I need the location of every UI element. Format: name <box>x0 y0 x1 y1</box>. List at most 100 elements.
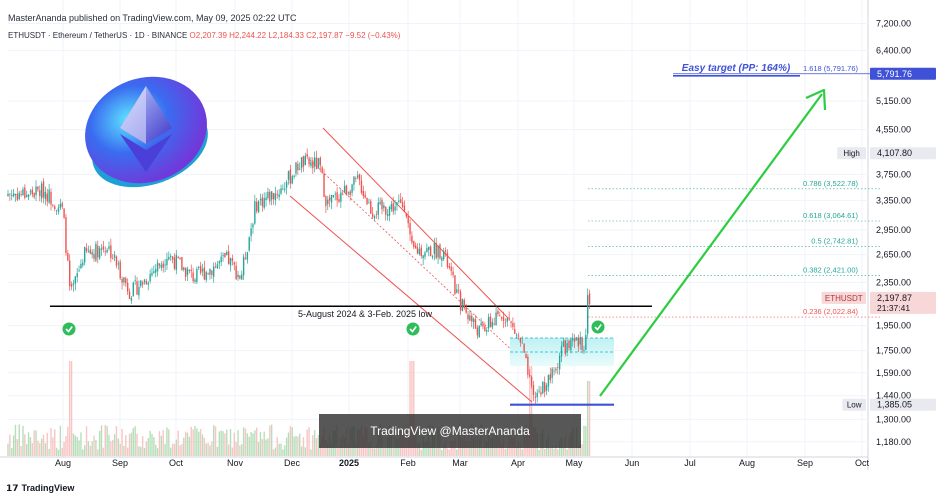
volume-bar <box>261 439 264 456</box>
volume-bar <box>143 447 146 456</box>
candle-body <box>69 260 71 287</box>
candle-body <box>194 279 196 282</box>
volume-bar <box>373 448 376 456</box>
check-icon <box>591 320 605 334</box>
candle-body <box>33 193 35 198</box>
volume-bar <box>194 426 196 456</box>
candle-body <box>358 174 361 180</box>
candle-body <box>282 188 284 190</box>
candle-body <box>543 382 546 392</box>
candle-body <box>446 252 449 268</box>
candle-body <box>199 265 202 273</box>
candle-body <box>192 272 194 282</box>
change-value: −9.52 (−0.43%) <box>345 31 401 40</box>
volume-bar <box>482 446 484 456</box>
price-tick-label: 1,300.00 <box>876 414 911 424</box>
candle-body <box>198 267 200 269</box>
candle-body <box>452 271 454 275</box>
candle-body <box>263 198 265 208</box>
fib-level-label: 0.5 (2,742.81) <box>811 237 858 246</box>
candle-body <box>177 256 179 259</box>
price-tick-label: 2,350.00 <box>876 277 911 287</box>
price-axis[interactable]: 7,200.00 6,400.00 5,150.00 4,550.00 3,750.00… <box>876 18 911 446</box>
volume-bar <box>175 439 177 456</box>
candle-body <box>555 368 557 371</box>
candle-body <box>340 192 342 202</box>
badge-label: Low <box>847 401 862 410</box>
candle-body <box>588 293 591 304</box>
price-badges: 5,791.76 High 4,107.80 ETHUSDT 2,197.8721:37… <box>821 67 936 411</box>
price-tick-label: 3,350.00 <box>876 195 911 205</box>
volume-bar <box>50 428 52 456</box>
volume-bar <box>285 437 288 456</box>
candle-body <box>98 248 101 259</box>
candle-body <box>368 202 370 204</box>
candle-body <box>521 342 523 344</box>
time-tick-label: May <box>565 458 583 468</box>
volume-bar <box>37 440 39 456</box>
candle-body <box>529 374 531 377</box>
badge-value: 4,107.80 <box>877 148 912 158</box>
candle-body <box>306 154 308 157</box>
candle-body <box>100 248 103 250</box>
volume-bar <box>517 441 520 456</box>
price-tick-label: 1,180.00 <box>876 437 911 447</box>
candle-body <box>289 169 292 184</box>
volume-bar <box>113 434 116 456</box>
candle-body <box>250 228 252 236</box>
volume-bar <box>128 433 131 456</box>
candle-body <box>519 337 522 343</box>
volume-bar <box>521 449 523 456</box>
time-axis[interactable]: Aug Sep Oct Nov Dec 2025 Feb Mar Apr May Jun Jul Aug… <box>55 458 870 468</box>
candle-body <box>156 262 159 272</box>
volume-bar <box>259 432 262 456</box>
volume-bar <box>416 443 419 456</box>
candle-body <box>418 249 421 255</box>
volume-bar <box>383 448 385 456</box>
volume-bar <box>282 449 284 456</box>
volume-bar <box>65 435 67 456</box>
badge-value-bg <box>870 67 936 80</box>
tradingview-footer[interactable]: 𝟭𝟳 TradingView <box>6 483 74 494</box>
candle-body <box>235 265 237 280</box>
candle-body <box>233 262 235 265</box>
volume-bar <box>448 449 451 456</box>
candle-body <box>437 245 439 258</box>
candle-body <box>426 248 428 252</box>
candle-body <box>573 338 576 342</box>
badge-label-bg <box>821 291 866 304</box>
candle-body <box>269 191 271 202</box>
candle-body <box>104 251 106 253</box>
candle-body <box>527 356 529 376</box>
volume-bar <box>411 361 413 456</box>
volume-bar <box>450 440 452 456</box>
volume-bar <box>192 429 194 456</box>
volume-bar <box>538 449 540 456</box>
candle-body <box>356 175 359 178</box>
candle-body <box>469 315 471 321</box>
time-tick-label: Aug <box>55 458 71 468</box>
volume-bar <box>190 426 192 456</box>
candle-body <box>315 157 318 170</box>
candle-body <box>78 270 80 272</box>
candle-body <box>74 276 77 284</box>
candle-body <box>517 335 520 337</box>
volume-bar <box>29 437 32 456</box>
volume-bar <box>69 361 71 456</box>
volume-bar <box>312 435 314 456</box>
candle-body <box>44 192 47 199</box>
candle-body <box>547 375 550 387</box>
chart-annotations: 5-August 2024 & 3-Feb. 2025 low Easy targ… <box>62 63 827 397</box>
candle-body <box>29 191 32 193</box>
candle-body <box>214 266 217 268</box>
candle-body <box>379 201 381 204</box>
candle-body <box>265 197 267 200</box>
volume-bar <box>213 425 215 456</box>
candle-body <box>9 193 11 195</box>
candle-body <box>140 280 142 287</box>
volume-bar <box>270 424 273 456</box>
candle-body <box>343 185 346 193</box>
candle-body <box>319 157 321 166</box>
symbol-label: ETHUSDT · Ethereum / TetherUS · 1D · BIN… <box>8 31 188 40</box>
